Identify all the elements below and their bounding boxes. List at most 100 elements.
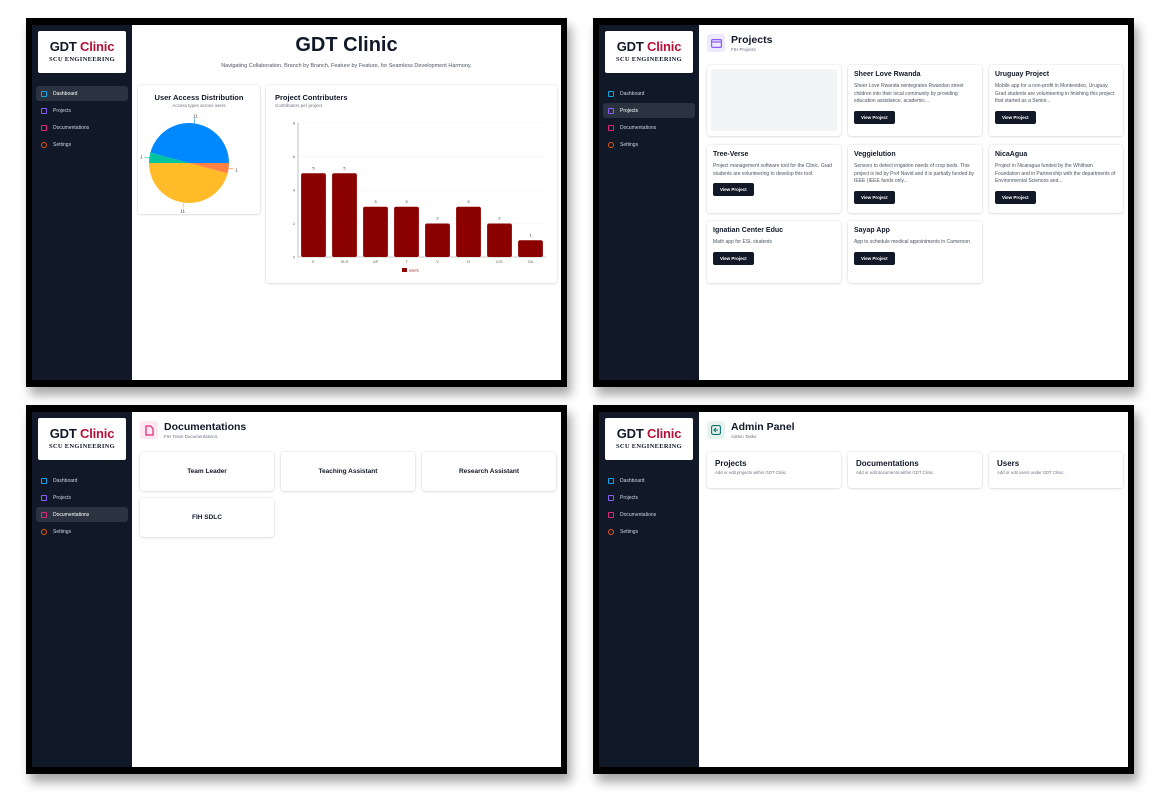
admin-card-title: Users — [997, 459, 1020, 468]
sidebar-item-dashboard[interactable]: Dashboard — [36, 473, 128, 488]
sidebar-item-dashboard[interactable]: Dashboard — [36, 86, 128, 101]
grid-icon — [41, 90, 47, 97]
project-card: NicaAgua Project in Nicaragua funded by t… — [989, 145, 1123, 213]
project-name: Ignatian Center Educ — [713, 227, 784, 234]
dashboard-screenshot: GDT Clinic SCU ENGINEERING Dashboard Projec… — [26, 18, 567, 387]
sidebar-item-settings[interactable]: Settings — [36, 524, 128, 539]
project-card: Veggielution Sensors to detect irrigation… — [848, 145, 982, 213]
doc-card[interactable]: Teaching Assistant — [281, 452, 415, 491]
page-title: Documentations — [164, 421, 247, 433]
page-subtitle: Admin Tasks — [731, 434, 757, 439]
view-project-button[interactable]: View Project — [854, 190, 895, 204]
bar — [456, 206, 481, 257]
pie-label: 11 — [193, 113, 198, 118]
logo: GDT Clinic SCU ENGINEERING — [605, 31, 693, 73]
project-description: App to schedule medical appointments in … — [854, 239, 970, 245]
sidebar-item-documentations[interactable]: Documentations — [36, 120, 128, 135]
sidebar-item-projects[interactable]: Projects — [36, 490, 128, 505]
pie-slice — [189, 163, 229, 174]
project-name: Tree-Verse — [713, 151, 749, 158]
sidebar-item-settings[interactable]: Settings — [603, 137, 695, 152]
bar-value-label: 1 — [529, 232, 532, 237]
doc-card[interactable]: Research Assistant — [422, 452, 556, 491]
sidebar-item-settings[interactable]: Settings — [36, 137, 128, 152]
bar — [487, 223, 512, 257]
admin-card-documentations[interactable]: Documentations Add or edit documents with… — [848, 452, 982, 488]
sidebar-item-label: Dashboard — [620, 477, 645, 484]
view-project-button[interactable]: View Project — [854, 110, 895, 124]
bar-subtitle: Contributers per project — [275, 103, 323, 108]
sidebar-item-label: Settings — [620, 141, 639, 148]
bar-value-label: 3 — [467, 199, 470, 204]
pie-label-line — [228, 167, 234, 170]
dashboard-main: GDT Clinic Navigating Collaboration, Bra… — [132, 25, 561, 380]
x-tick-label: SA — [528, 259, 534, 264]
view-project-button[interactable]: View Project — [713, 183, 754, 196]
view-project-button[interactable]: View Project — [854, 251, 895, 265]
sidebar-item-label: Documentations — [53, 511, 90, 518]
sidebar-item-documentations[interactable]: Documentations — [603, 120, 695, 135]
project-card: Uruguay Project Mobile app for a non-prof… — [989, 65, 1123, 136]
view-project-button[interactable]: View Project — [995, 190, 1036, 204]
legend-swatch — [402, 268, 407, 272]
sidebar-item-settings[interactable]: Settings — [603, 524, 695, 539]
y-tick-label: 4 — [293, 188, 296, 193]
sidebar-item-label: Projects — [620, 107, 639, 114]
sidebar-item-projects[interactable]: Projects — [603, 103, 695, 118]
gear-icon — [608, 141, 614, 148]
documentations-screenshot: GDT Clinic SCU ENGINEERING Dashboard Projec… — [26, 405, 567, 774]
file-icon — [608, 511, 614, 518]
view-project-button[interactable]: View Project — [995, 110, 1036, 124]
pie-card: User Access Distribution Access types ac… — [138, 85, 260, 214]
sidebar-item-label: Documentations — [620, 124, 657, 131]
doc-card[interactable]: FIH SDLC — [140, 498, 274, 537]
project-name: NicaAgua — [995, 151, 1028, 158]
doc-card-title: Teaching Assistant — [318, 468, 378, 475]
project-image-placeholder — [711, 69, 837, 131]
sidebar-item-label: Projects — [53, 107, 72, 114]
admin-main: Admin Panel Admin Tasks Projects Add or ed… — [699, 412, 1128, 767]
sidebar: GDT Clinic SCU ENGINEERING Dashboard Projec… — [599, 412, 699, 767]
sidebar-item-projects[interactable]: Projects — [603, 490, 695, 505]
back-arrow-icon[interactable] — [707, 421, 725, 439]
sidebar-item-documentations[interactable]: Documentations — [603, 507, 695, 522]
bar-value-label: 3 — [374, 199, 377, 204]
admin-card-users[interactable]: Users Add or edit users under GDT Clinic. — [989, 452, 1123, 488]
bar-value-label: 3 — [405, 199, 408, 204]
admin-card-description: Add or edit users under GDT Clinic. — [997, 470, 1065, 475]
x-tick-label: V — [436, 259, 439, 264]
sidebar-item-documentations[interactable]: Documentations — [36, 507, 128, 522]
sidebar: GDT Clinic SCU ENGINEERING Dashboard Projec… — [32, 412, 132, 767]
project-description: Project in Nicaragua funded by the Whith… — [995, 163, 1116, 184]
sidebar-item-dashboard[interactable]: Dashboard — [603, 86, 695, 101]
sidebar-item-label: Projects — [53, 494, 72, 501]
gear-icon — [41, 528, 47, 535]
page-subtitle: Navigating Collaboration, Branch by Bran… — [221, 63, 472, 69]
view-project-button[interactable]: View Project — [713, 251, 754, 265]
file-icon — [41, 511, 47, 518]
project-card — [707, 65, 841, 136]
sidebar-item-label: Settings — [620, 528, 639, 535]
admin-card-projects[interactable]: Projects Add or edit projects within GDT … — [707, 452, 841, 488]
doc-card[interactable]: Team Leader — [140, 452, 274, 491]
logo: GDT Clinic SCU ENGINEERING — [38, 31, 126, 73]
sidebar-item-projects[interactable]: Projects — [36, 103, 128, 118]
window-icon — [707, 34, 725, 52]
x-tick-label: T — [405, 259, 408, 264]
sidebar-item-label: Settings — [53, 141, 72, 148]
page-header: Documentations FIH Team Documentations. — [140, 421, 246, 439]
file-icon — [140, 421, 158, 439]
admin-card-title: Projects — [715, 459, 747, 468]
sidebar-item-dashboard[interactable]: Dashboard — [603, 473, 695, 488]
projects-main: Projects FIH Projects Sheer Love Rwanda Sh… — [699, 25, 1128, 380]
pie-label: 11 — [180, 209, 185, 214]
admin-screenshot: GDT Clinic SCU ENGINEERING Dashboard Projec… — [593, 405, 1134, 774]
bar-card: Project Contributers Contributers per pr… — [266, 85, 557, 283]
y-tick-label: 0 — [293, 255, 296, 260]
page-header: Projects FIH Projects — [707, 34, 772, 52]
sidebar-item-label: Documentations — [620, 511, 657, 518]
project-description: Math app for ESL students — [713, 239, 773, 245]
project-name: Sayap App — [854, 227, 890, 234]
y-tick-label: 8 — [293, 121, 296, 126]
page-title: Projects — [731, 34, 773, 46]
